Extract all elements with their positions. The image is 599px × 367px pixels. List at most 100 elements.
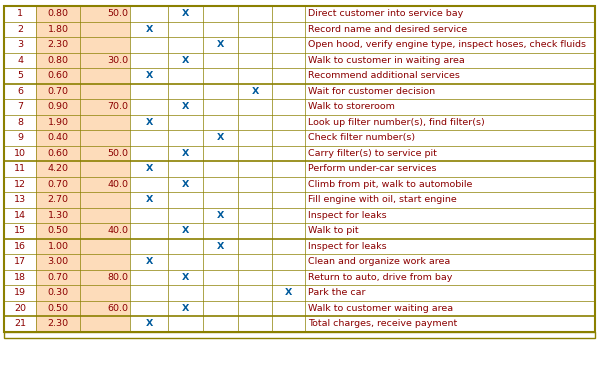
Text: X: X (182, 149, 189, 158)
Bar (4, 285, 36, 301)
Bar (130, 99, 595, 115)
Text: 1.80: 1.80 (47, 25, 68, 34)
Bar (4, 99, 36, 115)
Bar (130, 37, 595, 52)
Bar (36, 254, 130, 269)
Text: X: X (146, 118, 153, 127)
Bar (4, 52, 36, 68)
Text: 4: 4 (17, 56, 23, 65)
Bar (36, 269, 130, 285)
Text: 0.70: 0.70 (47, 180, 68, 189)
Text: X: X (146, 164, 153, 173)
Bar (36, 192, 130, 207)
Text: 60.0: 60.0 (107, 304, 128, 313)
Bar (130, 115, 595, 130)
Text: X: X (182, 273, 189, 282)
Text: X: X (146, 71, 153, 80)
Bar (130, 6, 595, 22)
Text: 0.70: 0.70 (47, 87, 68, 96)
Text: Perform under-car services: Perform under-car services (308, 164, 437, 173)
Bar (130, 52, 595, 68)
Text: Walk to pit: Walk to pit (308, 226, 359, 235)
Text: 0.70: 0.70 (47, 273, 68, 282)
Text: Inspect for leaks: Inspect for leaks (308, 242, 386, 251)
Bar (36, 301, 130, 316)
Bar (4, 192, 36, 207)
Bar (4, 130, 36, 145)
Text: 19: 19 (14, 288, 26, 297)
Text: X: X (285, 288, 292, 297)
Text: 2.30: 2.30 (47, 319, 68, 328)
Text: 12: 12 (14, 180, 26, 189)
Text: X: X (182, 9, 189, 18)
Text: 15: 15 (14, 226, 26, 235)
Text: Carry filter(s) to service pit: Carry filter(s) to service pit (308, 149, 437, 158)
Bar (130, 177, 595, 192)
Text: X: X (182, 56, 189, 65)
Bar (4, 84, 36, 99)
Bar (36, 285, 130, 301)
Text: X: X (182, 102, 189, 111)
Bar (36, 239, 130, 254)
Text: 6: 6 (17, 87, 23, 96)
Text: 7: 7 (17, 102, 23, 111)
Text: Wait for customer decision: Wait for customer decision (308, 87, 435, 96)
Text: 14: 14 (14, 211, 26, 220)
Bar (4, 115, 36, 130)
Text: 0.30: 0.30 (47, 288, 68, 297)
Text: 4.20: 4.20 (47, 164, 68, 173)
Bar (4, 145, 36, 161)
Text: 10: 10 (14, 149, 26, 158)
Text: X: X (217, 242, 224, 251)
Bar (4, 239, 36, 254)
Bar (4, 316, 36, 331)
Bar (4, 223, 36, 239)
Text: 0.60: 0.60 (47, 71, 68, 80)
Text: Park the car: Park the car (308, 288, 365, 297)
Bar (36, 207, 130, 223)
Bar (36, 223, 130, 239)
Text: Direct customer into service bay: Direct customer into service bay (308, 9, 463, 18)
Bar (36, 115, 130, 130)
Bar (4, 37, 36, 52)
Text: Climb from pit, walk to automobile: Climb from pit, walk to automobile (308, 180, 473, 189)
Text: 0.60: 0.60 (47, 149, 68, 158)
Bar (130, 316, 595, 331)
Text: 40.0: 40.0 (107, 226, 128, 235)
Bar (36, 52, 130, 68)
Text: 2.30: 2.30 (47, 40, 68, 49)
Bar (130, 254, 595, 269)
Bar (4, 177, 36, 192)
Bar (36, 6, 130, 22)
Bar (130, 161, 595, 177)
Text: Walk to storeroom: Walk to storeroom (308, 102, 395, 111)
Text: 30.0: 30.0 (107, 56, 128, 65)
Text: 3.00: 3.00 (47, 257, 68, 266)
Text: 1.00: 1.00 (47, 242, 68, 251)
Text: Walk to customer in waiting area: Walk to customer in waiting area (308, 56, 465, 65)
Bar (4, 207, 36, 223)
Text: X: X (217, 133, 224, 142)
Text: 8: 8 (17, 118, 23, 127)
Bar (130, 192, 595, 207)
Bar (130, 145, 595, 161)
Text: 11: 11 (14, 164, 26, 173)
Text: X: X (182, 304, 189, 313)
Text: 0.90: 0.90 (47, 102, 68, 111)
Bar (4, 301, 36, 316)
Text: 1.90: 1.90 (47, 118, 68, 127)
Text: 18: 18 (14, 273, 26, 282)
Bar (130, 269, 595, 285)
Text: 40.0: 40.0 (107, 180, 128, 189)
Text: 17: 17 (14, 257, 26, 266)
Bar (130, 223, 595, 239)
Bar (130, 239, 595, 254)
Text: 0.40: 0.40 (47, 133, 68, 142)
Text: Inspect for leaks: Inspect for leaks (308, 211, 386, 220)
Text: 3: 3 (17, 40, 23, 49)
Text: 5: 5 (17, 71, 23, 80)
Bar (130, 301, 595, 316)
Text: X: X (252, 87, 259, 96)
Text: Fill engine with oil, start engine: Fill engine with oil, start engine (308, 195, 457, 204)
Text: Look up filter number(s), find filter(s): Look up filter number(s), find filter(s) (308, 118, 485, 127)
